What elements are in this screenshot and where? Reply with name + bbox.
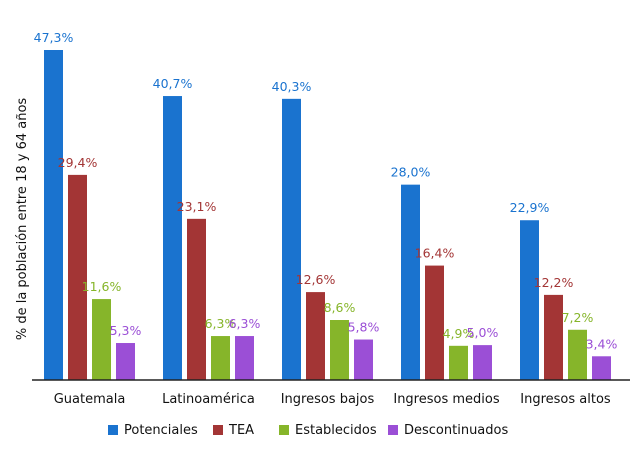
data-label-descontinuados-1: 6,3%: [229, 316, 261, 331]
bar-descontinuados-3: [473, 345, 492, 380]
category-label-4: Ingresos altos: [520, 392, 611, 407]
data-label-establecidos-3: 4,9%: [443, 326, 475, 341]
bar-descontinuados-0: [116, 343, 135, 380]
bar-potenciales-2: [282, 98, 301, 380]
bar-tea-1: [187, 218, 206, 380]
data-label-tea-0: 29,4%: [58, 155, 98, 170]
bar-potenciales-0: [44, 50, 63, 380]
category-label-0: Guatemala: [54, 392, 126, 407]
bar-descontinuados-4: [592, 356, 611, 380]
data-label-establecidos-1: 6,3%: [205, 316, 237, 331]
legend-label-potenciales: Potenciales: [124, 423, 198, 438]
bar-tea-4: [544, 294, 563, 380]
y-axis-label: % de la población entre 18 y 64 años: [15, 98, 30, 341]
data-label-establecidos-4: 7,2%: [562, 310, 594, 325]
legend-swatch-establecidos: [279, 425, 289, 435]
data-label-tea-2: 12,6%: [296, 272, 336, 287]
category-label-3: Ingresos medios: [393, 392, 499, 407]
data-label-tea-3: 16,4%: [415, 246, 455, 261]
data-labels-group: 47,3% 29,4% 11,6% 5,3% 40,7% 23,1% 6,3%6,3% 40,…: [34, 30, 618, 351]
bar-establecidos-4: [568, 329, 587, 380]
bars-group: [44, 50, 611, 380]
data-label-descontinuados-0: 5,3%: [110, 323, 142, 338]
legend-label-tea: TEA: [228, 423, 254, 438]
legend-label-establecidos: Establecidos: [295, 423, 377, 438]
category-labels-group: Guatemala Latinoamérica Ingresos bajos Ingr…: [54, 392, 611, 407]
data-label-descontinuados-4: 3,4%: [586, 336, 618, 351]
bar-tea-2: [306, 292, 325, 380]
bar-tea-0: [68, 174, 87, 380]
bar-descontinuados-2: [354, 339, 373, 380]
data-label-descontinuados-3: 5,0%: [467, 325, 499, 340]
legend-swatch-descontinuados: [388, 425, 398, 435]
bar-establecidos-2: [330, 320, 349, 380]
bar-descontinuados-1: [235, 336, 254, 380]
bar-potenciales-4: [520, 220, 539, 380]
data-label-potenciales-3: 28,0%: [391, 165, 431, 180]
bar-establecidos-1: [211, 336, 230, 380]
data-label-tea-4: 12,2%: [534, 275, 574, 290]
data-label-establecidos-2: 8,6%: [324, 300, 356, 315]
data-label-potenciales-2: 40,3%: [272, 79, 312, 94]
bar-potenciales-1: [163, 96, 182, 380]
category-label-1: Latinoamérica: [162, 392, 255, 407]
category-label-2: Ingresos bajos: [281, 392, 375, 407]
bar-establecidos-0: [92, 299, 111, 380]
legend: Potenciales TEA Establecidos Descontinuados: [108, 423, 508, 438]
data-label-tea-1: 23,1%: [177, 199, 217, 214]
bar-potenciales-3: [401, 184, 420, 380]
bar-tea-3: [425, 265, 444, 380]
legend-label-descontinuados: Descontinuados: [404, 423, 508, 438]
bar-establecidos-3: [449, 345, 468, 380]
data-label-potenciales-4: 22,9%: [510, 200, 550, 215]
legend-swatch-potenciales: [108, 425, 118, 435]
data-label-potenciales-0: 47,3%: [34, 30, 74, 45]
data-label-establecidos-0: 11,6%: [82, 279, 122, 294]
data-label-descontinuados-2: 5,8%: [348, 320, 380, 335]
data-label-potenciales-1: 40,7%: [153, 76, 193, 91]
legend-swatch-tea: [213, 425, 223, 435]
